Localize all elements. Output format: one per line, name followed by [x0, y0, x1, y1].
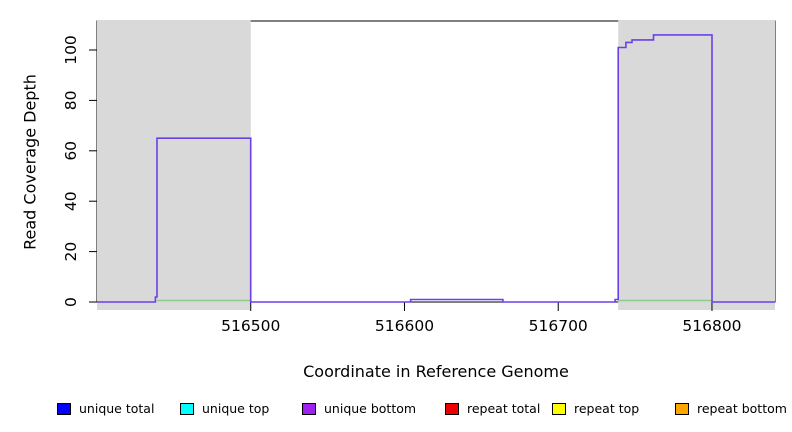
- legend-swatch-icon: [445, 402, 459, 415]
- legend-label: unique top: [202, 401, 270, 416]
- y-tick-label: 100: [62, 35, 80, 65]
- legend-item-repeat-bottom: repeat bottom: [675, 401, 787, 416]
- legend-swatch-icon: [675, 402, 689, 415]
- plot-canvas: 516500 516600 516700 516800 0 20 40 60 80 100: [62, 20, 776, 335]
- legend-swatch-icon: [302, 402, 316, 415]
- legend-item-unique-total: unique total: [57, 401, 154, 416]
- legend-label: unique bottom: [324, 401, 417, 416]
- legend-swatch-icon: [180, 402, 194, 415]
- x-axis-title: Coordinate in Reference Genome: [303, 362, 569, 381]
- legend-item-unique-top: unique top: [180, 401, 269, 416]
- legend-label: repeat bottom: [697, 401, 787, 416]
- legend-swatch-icon: [552, 402, 566, 415]
- legend-swatch-icon: [57, 402, 71, 415]
- y-tick-label: 40: [62, 191, 80, 211]
- shaded-region-left: [97, 20, 251, 310]
- legend-item-unique-bottom: unique bottom: [302, 401, 416, 416]
- legend-label: repeat top: [574, 401, 640, 416]
- y-tick-label: 0: [62, 297, 80, 307]
- x-tick-label: 516800: [682, 317, 741, 335]
- legend-label: repeat total: [467, 401, 541, 416]
- shaded-region-right: [618, 20, 775, 310]
- legend-label: unique total: [79, 401, 155, 416]
- y-tick-label: 80: [62, 91, 80, 111]
- x-tick-label: 516500: [221, 317, 280, 335]
- y-tick-label: 20: [62, 242, 80, 262]
- y-axis-title: Read Coverage Depth: [20, 74, 40, 250]
- y-tick-label: 60: [62, 141, 80, 161]
- legend-item-repeat-total: repeat total: [445, 401, 540, 416]
- x-tick-label: 516700: [529, 317, 588, 335]
- x-tick-label: 516600: [375, 317, 434, 335]
- unique-coverage-line: [97, 34, 775, 303]
- legend-item-repeat-top: repeat top: [552, 401, 639, 416]
